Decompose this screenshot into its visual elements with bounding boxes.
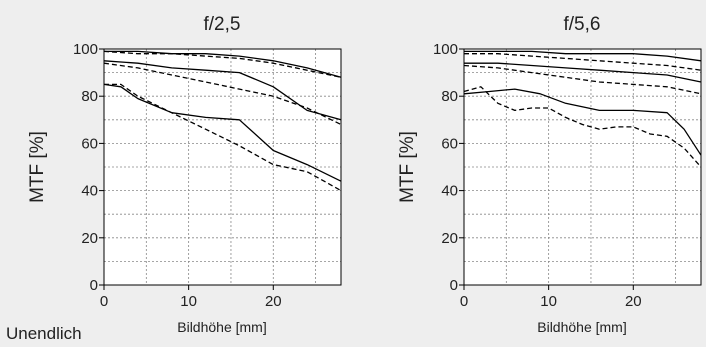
chart1-xlabel: Bildhöhe [mm] (537, 319, 626, 335)
chart0-ytick-label: 40 (81, 183, 98, 200)
chart0-xtick-label: 10 (180, 293, 197, 310)
chart0-ytick-label: 80 (81, 88, 98, 105)
chart1-ytick-label: 60 (441, 135, 458, 152)
chart1-xtick-label: 10 (540, 293, 557, 310)
chart1-ylabel: MTF [%] (397, 131, 418, 203)
focus-distance-label: Unendlich (6, 324, 82, 343)
chart1-xtick-label: 0 (460, 293, 468, 310)
chart1-ytick-label: 0 (450, 277, 458, 294)
chart1-ytick-label: 80 (441, 88, 458, 105)
chart1-ytick-label: 100 (433, 41, 458, 58)
chart1-xtick-label: 20 (625, 293, 642, 310)
chart0-xtick-label: 20 (265, 293, 282, 310)
chart1-title: f/5,6 (564, 14, 601, 35)
chart0-ytick-label: 60 (81, 135, 98, 152)
chart1-ytick-label: 40 (441, 183, 458, 200)
chart0-title: f/2,5 (204, 14, 241, 35)
chart0-ytick-label: 20 (81, 230, 98, 247)
chart1-ytick-label: 20 (441, 230, 458, 247)
chart0-xtick-label: 0 (100, 293, 108, 310)
chart0-xlabel: Bildhöhe [mm] (177, 319, 266, 335)
chart0-ytick-label: 100 (73, 41, 98, 58)
chart0-ylabel: MTF [%] (27, 131, 48, 203)
chart0-ytick-label: 0 (90, 277, 98, 294)
